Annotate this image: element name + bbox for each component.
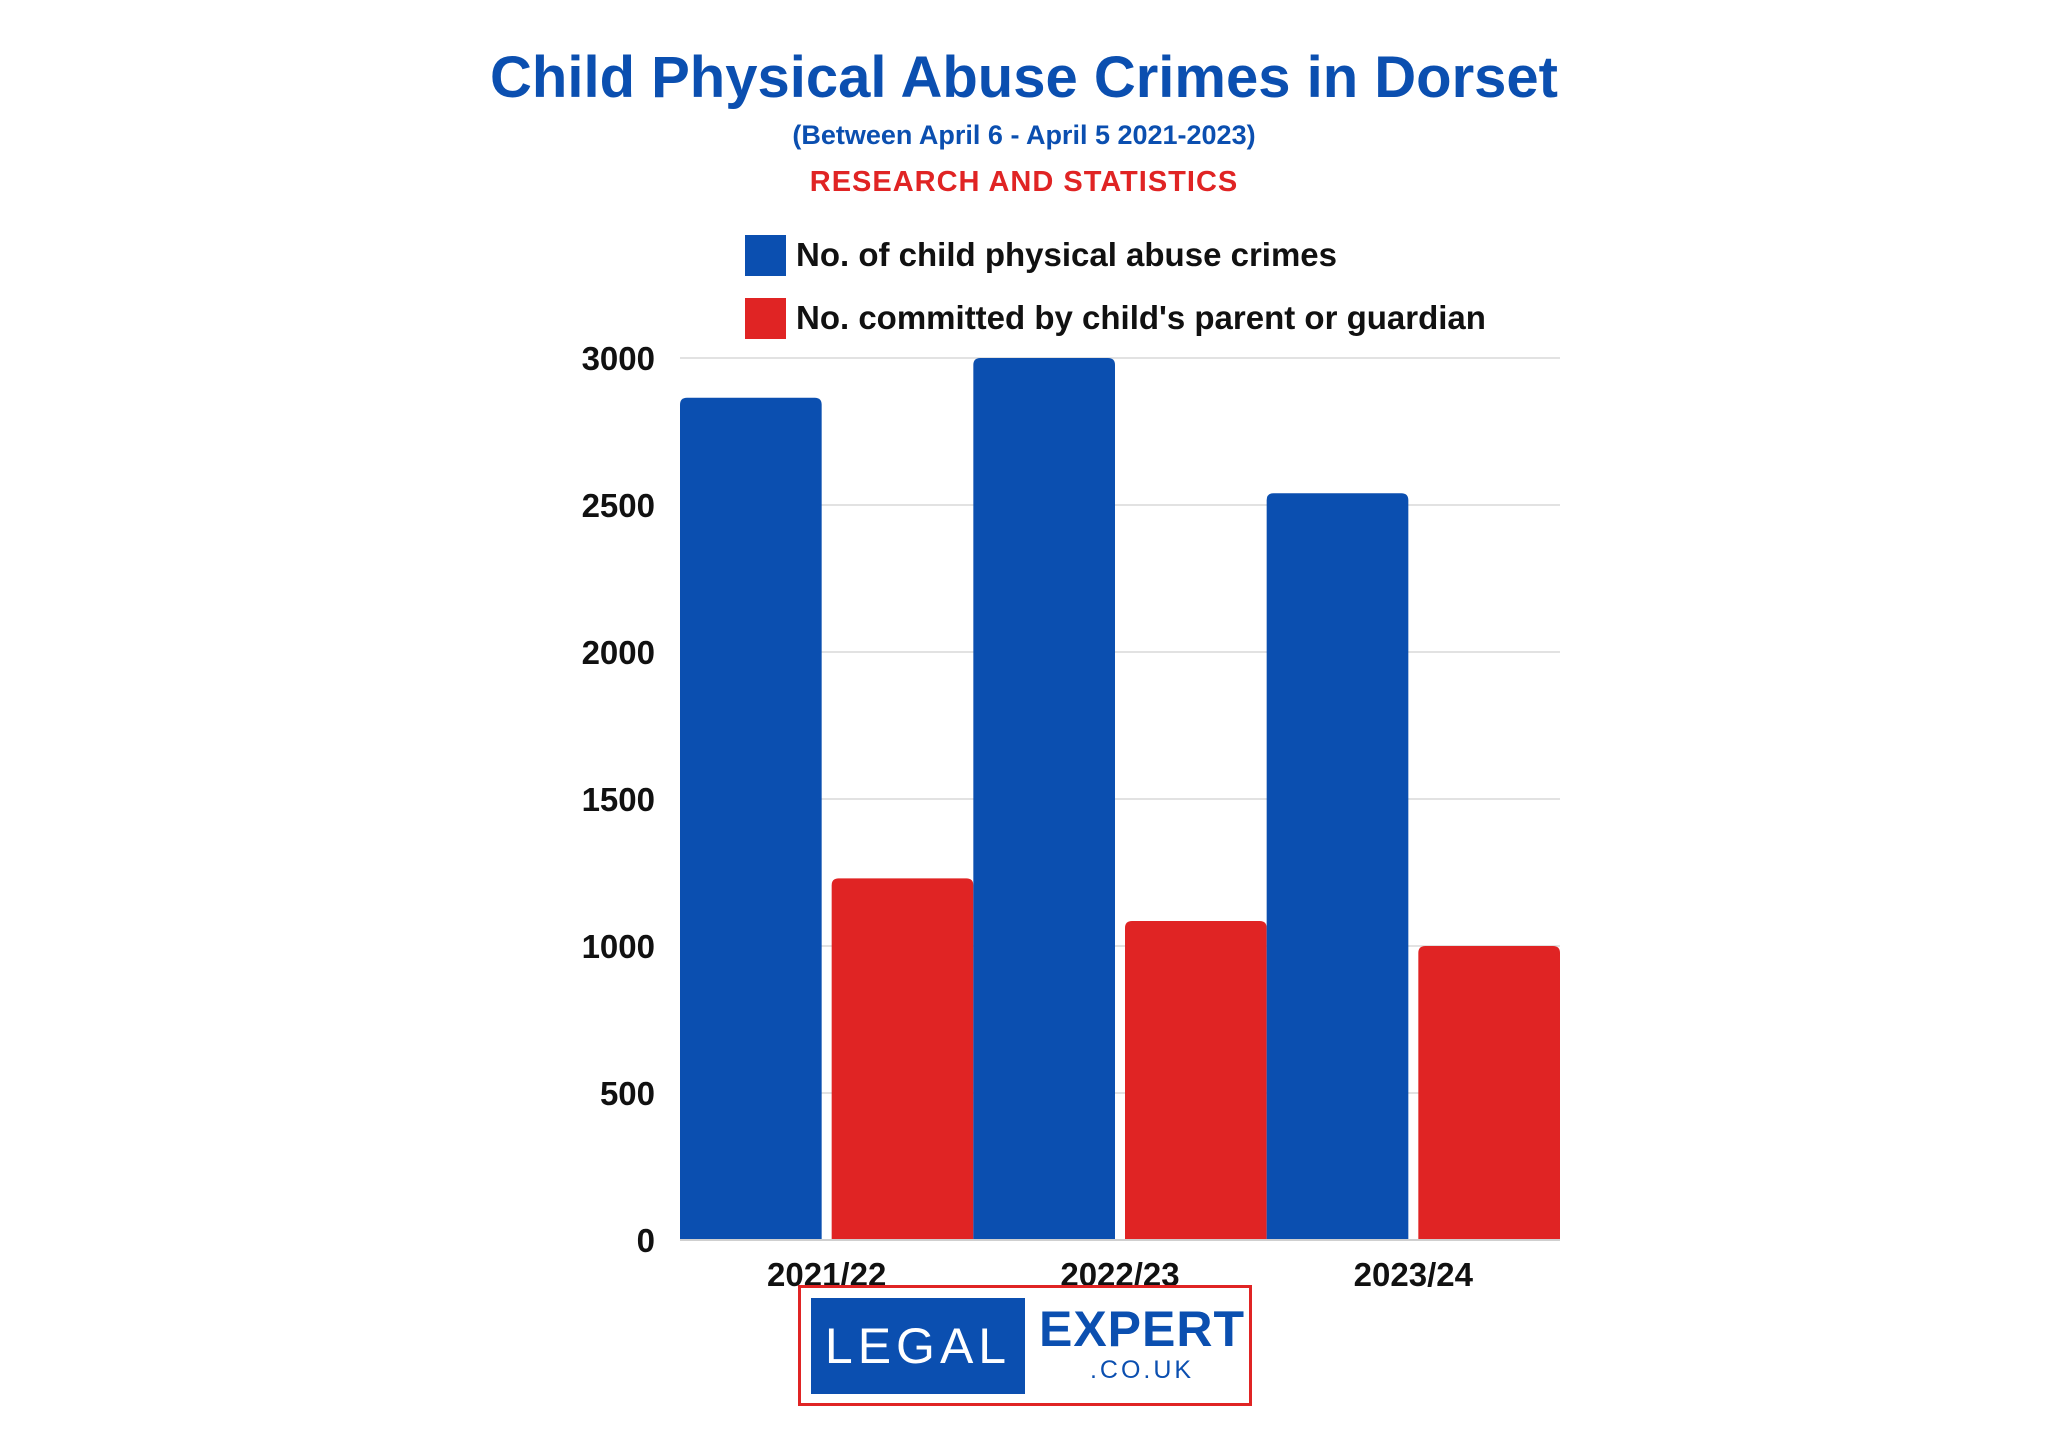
y-tick-label: 1500 — [582, 781, 655, 818]
x-tick-label: 2023/24 — [1354, 1256, 1474, 1293]
bar-total-crimes-2022-23 — [973, 358, 1115, 1240]
y-tick-label: 1000 — [582, 928, 655, 965]
bar-total-crimes-2021-22 — [680, 397, 822, 1240]
research-tagline: RESEARCH AND STATISTICS — [809, 166, 1239, 198]
legend-label-parent-guardian: No. committed by child's parent or guard… — [796, 299, 1486, 336]
y-tick-label: 3000 — [582, 340, 655, 377]
bar-parent-guardian-2023-24 — [1418, 946, 1560, 1240]
legend-item-total-crimes: No. of child physical abuse crimes — [745, 233, 1337, 277]
legend-swatch-blue — [745, 234, 786, 276]
bar-parent-guardian-2022-23 — [1125, 921, 1267, 1240]
bar-parent-guardian-2021-22 — [831, 878, 974, 1240]
bar-total-crimes-2023-24 — [1266, 493, 1409, 1240]
chart-subtitle: (Between April 6 - April 5 2021-2023) — [792, 120, 1256, 150]
y-tick-label: 2000 — [582, 634, 655, 671]
legend-swatch-red — [745, 297, 786, 339]
legal-expert-logo: LEGAL EXPERT .CO.UK — [798, 1285, 1252, 1406]
logo-domain-text: .CO.UK — [1089, 1356, 1195, 1384]
logo-left-text: LEGAL — [811, 1298, 1025, 1394]
y-tick-label: 2500 — [582, 487, 655, 524]
y-tick-label: 0 — [637, 1222, 655, 1259]
logo-right-block: EXPERT .CO.UK — [1037, 1302, 1247, 1384]
chart-title: Child Physical Abuse Crimes in Dorset — [490, 45, 1558, 110]
logo-expert-text: EXPERT — [1038, 1301, 1246, 1357]
y-tick-label: 500 — [600, 1075, 655, 1112]
legend-item-parent-guardian: No. committed by child's parent or guard… — [745, 296, 1486, 340]
legend-label-total-crimes: No. of child physical abuse crimes — [796, 236, 1338, 273]
